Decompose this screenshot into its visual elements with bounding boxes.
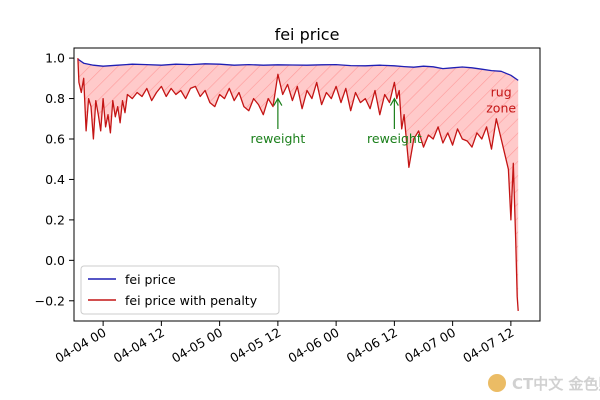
shaded-penalty-area — [77, 58, 519, 311]
y-tick-label: 0.6 — [45, 132, 65, 147]
x-axis: 04-04 00 04-04 12 04-05 00 04-05 12 04-06 00… — [52, 321, 516, 366]
series-line-fei-price — [77, 58, 519, 81]
annotation-layer: reweight reweight rug zone — [251, 84, 517, 146]
watermark: CT中文 金色财经 — [488, 374, 600, 393]
y-tick-label: 0.0 — [45, 253, 65, 268]
reweight-arrow-head — [389, 97, 399, 106]
legend: fei price fei price with penalty — [80, 265, 280, 315]
legend-box — [80, 265, 280, 315]
watermark-text: CT中文 金色财经 — [512, 375, 600, 393]
series-layer — [77, 58, 519, 311]
plot-frame — [73, 47, 541, 322]
y-tick-label: 0.4 — [45, 172, 65, 187]
series-line-fei-price-with-penalty — [77, 58, 519, 311]
legend-label-fei-price-penalty: fei price with penalty — [125, 293, 258, 308]
y-tick-label: 0.8 — [45, 91, 65, 106]
reweight-annotation: reweight — [251, 131, 306, 146]
x-tick-label: 04-06 12 — [344, 325, 400, 366]
y-tick-label: 0.2 — [45, 212, 65, 227]
rug-zone-annotation: rug — [491, 84, 512, 99]
x-tick-label: 04-07 12 — [460, 325, 516, 366]
shaded-region — [77, 58, 519, 311]
chart-title: fei price — [275, 25, 340, 44]
x-tick-label: 04-04 12 — [111, 325, 167, 366]
x-tick-label: 04-04 00 — [52, 325, 108, 366]
legend-label-fei-price: fei price — [125, 272, 176, 287]
y-tick-label: 1.0 — [45, 51, 65, 66]
x-tick-label: 04-07 00 — [402, 325, 458, 366]
x-tick-label: 04-05 00 — [169, 325, 225, 366]
y-axis: 1.0 0.8 0.6 0.4 0.2 0.0 −0.2 — [35, 51, 74, 308]
rug-zone-annotation: zone — [486, 101, 516, 116]
reweight-annotation: reweight — [367, 131, 422, 146]
jinse-logo-icon — [488, 374, 506, 392]
x-tick-label: 04-05 12 — [227, 325, 283, 366]
y-tick-label: −0.2 — [35, 293, 65, 308]
reweight-arrow-head — [273, 97, 283, 106]
x-tick-label: 04-06 00 — [285, 325, 341, 366]
